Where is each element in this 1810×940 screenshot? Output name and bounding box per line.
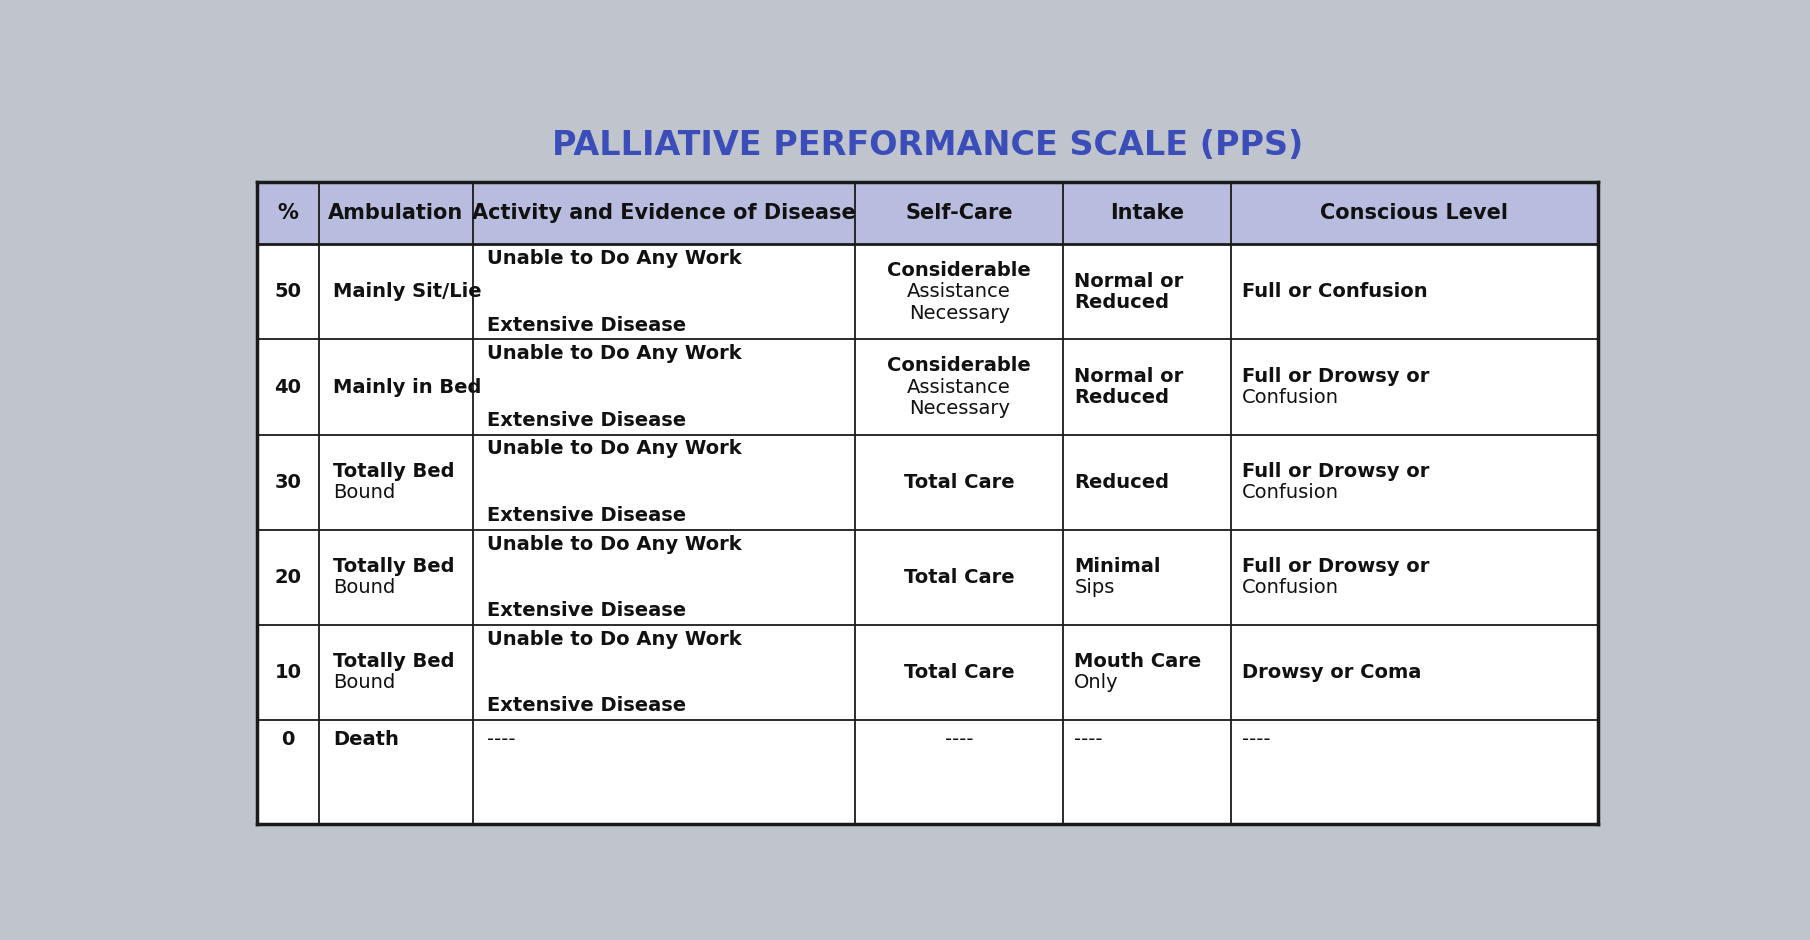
Text: Extensive Disease: Extensive Disease — [487, 506, 686, 525]
Text: Full or Drowsy or: Full or Drowsy or — [1242, 367, 1430, 385]
Text: Reduced: Reduced — [1075, 293, 1169, 312]
Text: Full or Confusion: Full or Confusion — [1242, 283, 1428, 302]
Text: Totally Bed: Totally Bed — [333, 462, 454, 480]
Text: Normal or: Normal or — [1075, 367, 1184, 385]
Text: 40: 40 — [275, 378, 302, 397]
Text: Totally Bed: Totally Bed — [333, 556, 454, 575]
Text: Totally Bed: Totally Bed — [333, 651, 454, 671]
Text: Unable to Do Any Work: Unable to Do Any Work — [487, 249, 742, 269]
Text: Total Care: Total Care — [903, 663, 1014, 682]
Text: Bound: Bound — [333, 578, 395, 598]
Text: Activity and Evidence of Disease: Activity and Evidence of Disease — [472, 203, 856, 223]
Text: Assistance: Assistance — [907, 378, 1012, 397]
Text: Full or Drowsy or: Full or Drowsy or — [1242, 556, 1430, 575]
Text: Full or Drowsy or: Full or Drowsy or — [1242, 462, 1430, 480]
Text: ----: ---- — [945, 730, 974, 749]
Text: ----: ---- — [1242, 730, 1271, 749]
Text: Intake: Intake — [1110, 203, 1184, 223]
Text: Extensive Disease: Extensive Disease — [487, 316, 686, 335]
Text: 30: 30 — [275, 473, 302, 492]
Bar — [257, 181, 1598, 244]
Text: Confusion: Confusion — [1242, 483, 1339, 502]
Text: Sips: Sips — [1075, 578, 1115, 598]
Text: Bound: Bound — [333, 483, 395, 502]
Text: Conscious Level: Conscious Level — [1321, 203, 1508, 223]
Text: Confusion: Confusion — [1242, 388, 1339, 407]
Text: Drowsy or Coma: Drowsy or Coma — [1242, 663, 1421, 682]
Text: Assistance: Assistance — [907, 283, 1012, 302]
Text: Reduced: Reduced — [1075, 473, 1169, 492]
Text: Reduced: Reduced — [1075, 388, 1169, 407]
Text: Unable to Do Any Work: Unable to Do Any Work — [487, 630, 742, 649]
Text: 0: 0 — [281, 730, 295, 749]
Text: %: % — [277, 203, 299, 223]
Text: Ambulation: Ambulation — [328, 203, 463, 223]
Text: Total Care: Total Care — [903, 568, 1014, 587]
Text: Mouth Care: Mouth Care — [1075, 651, 1202, 671]
Text: Bound: Bound — [333, 673, 395, 693]
Text: ----: ---- — [487, 730, 516, 749]
Text: Necessary: Necessary — [909, 305, 1010, 323]
Text: ----: ---- — [1075, 730, 1102, 749]
Text: Unable to Do Any Work: Unable to Do Any Work — [487, 344, 742, 364]
Text: Unable to Do Any Work: Unable to Do Any Work — [487, 535, 742, 554]
Text: Unable to Do Any Work: Unable to Do Any Work — [487, 440, 742, 459]
Text: Only: Only — [1075, 673, 1119, 693]
Text: Necessary: Necessary — [909, 400, 1010, 418]
Text: 20: 20 — [275, 568, 302, 587]
Text: Considerable: Considerable — [887, 356, 1032, 375]
Bar — [257, 181, 1598, 823]
Text: Confusion: Confusion — [1242, 578, 1339, 598]
Text: Extensive Disease: Extensive Disease — [487, 411, 686, 430]
Text: 50: 50 — [275, 283, 302, 302]
Text: Self-Care: Self-Care — [905, 203, 1014, 223]
Text: Normal or: Normal or — [1075, 272, 1184, 290]
Text: Minimal: Minimal — [1075, 556, 1160, 575]
Text: Death: Death — [333, 730, 398, 749]
Text: Considerable: Considerable — [887, 260, 1032, 280]
Text: Mainly Sit/Lie: Mainly Sit/Lie — [333, 283, 481, 302]
Text: Extensive Disease: Extensive Disease — [487, 601, 686, 619]
Text: Total Care: Total Care — [903, 473, 1014, 492]
Text: PALLIATIVE PERFORMANCE SCALE (PPS): PALLIATIVE PERFORMANCE SCALE (PPS) — [552, 129, 1303, 162]
Text: Mainly in Bed: Mainly in Bed — [333, 378, 481, 397]
Text: Extensive Disease: Extensive Disease — [487, 696, 686, 714]
Text: 10: 10 — [275, 663, 302, 682]
